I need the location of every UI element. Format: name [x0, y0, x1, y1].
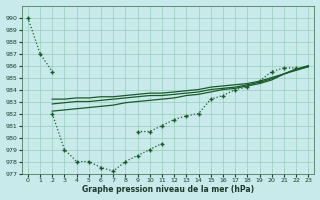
- X-axis label: Graphe pression niveau de la mer (hPa): Graphe pression niveau de la mer (hPa): [82, 185, 254, 194]
